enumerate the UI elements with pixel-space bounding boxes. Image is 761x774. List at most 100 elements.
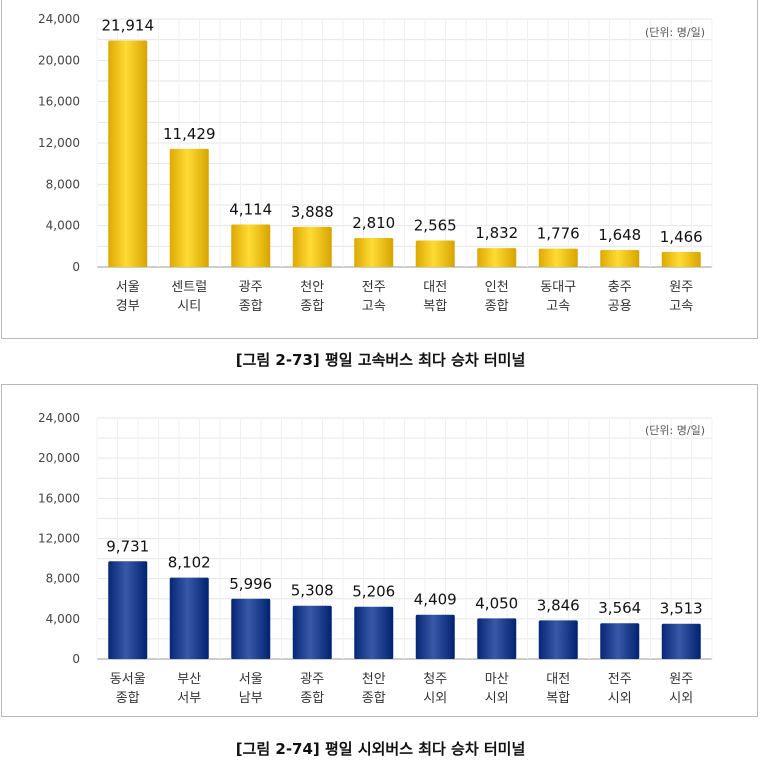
x-tick-label: 전주: [608, 672, 632, 687]
data-label: 5,996: [229, 575, 272, 593]
data-label: 2,810: [352, 214, 395, 232]
data-label: 1,466: [660, 228, 703, 246]
bar: [661, 623, 701, 659]
chart-panel-intercity-bus: 0 4,000 8,000 12,000 16,000 20,000 24,000 (단위: …: [1, 384, 758, 717]
x-tick-label: 대전: [423, 280, 447, 295]
x-tick-label: 종합: [116, 691, 140, 706]
unit-label: (단위: 명/일): [645, 423, 705, 437]
y-tick-label: 24,000: [38, 411, 80, 425]
x-tick-label: 경부: [116, 299, 140, 314]
x-tick-label: 서울: [239, 672, 263, 687]
data-label: 5,206: [352, 583, 395, 601]
data-label: 11,429: [163, 125, 216, 143]
bar: [661, 251, 701, 267]
x-tick-label: 부산: [177, 672, 201, 687]
y-tick-label: 8,000: [46, 177, 80, 191]
bar: [477, 248, 517, 267]
bar: [169, 577, 209, 659]
x-tick-label: 시티: [177, 299, 201, 314]
x-tick-label: 천안: [300, 280, 324, 295]
y-tick-label: 16,000: [38, 95, 80, 109]
x-tick-label: 충주: [608, 280, 632, 295]
data-label: 4,050: [475, 594, 518, 612]
x-tick-label: 종합: [300, 691, 324, 706]
data-label: 1,648: [598, 226, 641, 244]
bar: [108, 561, 148, 659]
bar: [477, 618, 517, 659]
x-tick-label: 종합: [362, 691, 386, 706]
y-tick-label: 8,000: [46, 572, 80, 586]
x-tick-label: 광주: [300, 672, 324, 687]
y-tick-label: 0: [72, 652, 80, 666]
x-tick-label: 시외: [485, 691, 509, 706]
bar: [108, 40, 148, 268]
x-tick-label: 복합: [423, 299, 447, 314]
bar: [169, 148, 209, 267]
bar: [292, 226, 332, 267]
data-label: 3,846: [537, 596, 580, 614]
bar: [538, 248, 578, 267]
x-tick-label: 인천: [485, 280, 509, 295]
bar: [415, 614, 455, 659]
y-tick-label: 12,000: [38, 136, 80, 150]
figure-caption-2-74: [그림 2-74] 평일 시외버스 최다 승차 터미널: [235, 740, 526, 758]
y-tick-label: 24,000: [38, 12, 80, 26]
bar: [600, 249, 640, 267]
x-tick-label: 서울: [116, 280, 140, 295]
data-label: 3,564: [598, 599, 641, 617]
y-tick-label: 4,000: [46, 612, 80, 626]
x-tick-label: 서부: [177, 691, 201, 706]
bar: [231, 598, 271, 659]
x-tick-label: 공용: [608, 299, 632, 314]
x-tick-label: 천안: [362, 672, 386, 687]
x-tick-label: 전주: [362, 280, 386, 295]
data-label: 8,102: [168, 554, 211, 572]
x-tick-label: 시외: [608, 691, 632, 706]
unit-label: (단위: 명/일): [645, 25, 705, 39]
x-tick-label: 복합: [546, 691, 570, 706]
x-tick-label: 대전: [546, 672, 570, 687]
x-tick-label: 시외: [669, 691, 693, 706]
x-tick-label: 마산: [485, 672, 509, 687]
bar: [538, 620, 578, 659]
x-tick-label: 동대구: [540, 280, 576, 295]
bar-chart-intercity-bus: 0 4,000 8,000 12,000 16,000 20,000 24,000 (단위: …: [38, 411, 713, 706]
y-tick-label: 0: [72, 260, 80, 274]
chart-panel-highway-bus: 0 4,000 8,000 12,000 16,000 20,000 24,000 (단위: …: [1, 0, 758, 339]
y-tick-label: 12,000: [38, 532, 80, 546]
bar: [354, 606, 394, 659]
x-tick-label: 고속: [362, 299, 386, 314]
x-tick-label: 고속: [546, 299, 570, 314]
x-tick-label: 종합: [239, 299, 263, 314]
x-tick-label: 시외: [423, 691, 447, 706]
x-tick-label: 원주: [669, 672, 693, 687]
y-tick-label: 16,000: [38, 491, 80, 505]
bar: [231, 224, 271, 267]
x-tick-label: 남부: [239, 691, 263, 706]
data-label: 21,914: [102, 17, 155, 35]
bar: [292, 605, 332, 659]
data-label: 4,409: [414, 591, 457, 609]
y-tick-label: 20,000: [38, 451, 80, 465]
data-label: 3,888: [291, 203, 334, 221]
data-label: 3,513: [660, 600, 703, 618]
x-tick-label: 센트럴: [171, 280, 207, 295]
data-label: 2,565: [414, 216, 457, 234]
figure-caption-2-73: [그림 2-73] 평일 고속버스 최다 승차 터미널: [235, 351, 526, 369]
x-tick-label: 종합: [485, 299, 509, 314]
x-tick-label: 고속: [669, 299, 693, 314]
y-tick-label: 4,000: [46, 219, 80, 233]
x-tick-label: 종합: [300, 299, 324, 314]
x-tick-label: 청주: [423, 672, 447, 687]
data-label: 1,776: [537, 225, 580, 243]
x-tick-label: 원주: [669, 280, 693, 295]
x-tick-label: 동서울: [110, 672, 146, 687]
bar: [600, 623, 640, 659]
data-label: 4,114: [229, 200, 272, 218]
x-tick-label: 광주: [239, 280, 263, 295]
data-label: 1,832: [475, 224, 518, 242]
bar: [354, 237, 394, 267]
y-tick-label: 20,000: [38, 53, 80, 67]
data-label: 9,731: [106, 537, 149, 555]
bar-chart-highway-bus: 0 4,000 8,000 12,000 16,000 20,000 24,000 (단위: …: [38, 12, 713, 314]
